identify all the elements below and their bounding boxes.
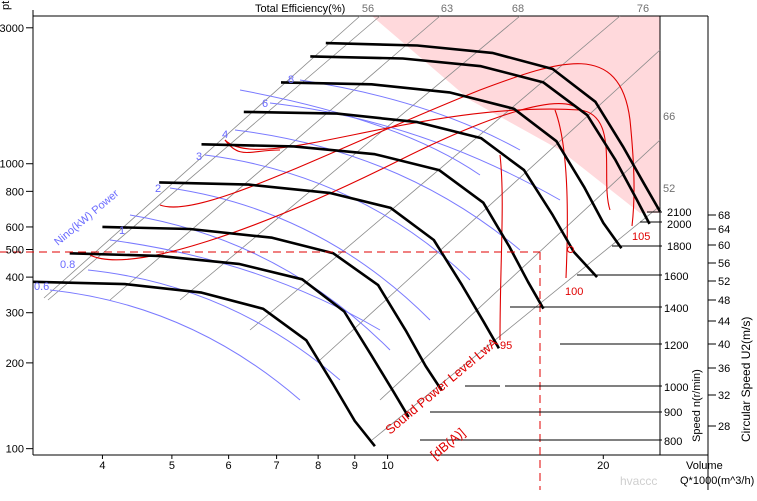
power-labels: 8 6 4 3 2 1 0.8 0.6 xyxy=(34,74,294,293)
circular-speed-label: 48 xyxy=(718,295,730,307)
chart-title: Total Efficiency(%) xyxy=(255,3,345,15)
x-tick-label: 4 xyxy=(99,460,105,472)
sound-label: 105 xyxy=(632,231,650,243)
speed-curve-2000 xyxy=(310,55,651,225)
speed-label: 2100 xyxy=(667,207,691,219)
y-tick-label: 3000 xyxy=(0,23,24,35)
power-label: 3 xyxy=(196,151,202,163)
efficiency-label: 68 xyxy=(512,3,524,15)
speed-label: 1400 xyxy=(664,303,688,315)
speed-curve-900 xyxy=(69,252,410,418)
power-label: 2 xyxy=(155,183,161,195)
speed-label: 2000 xyxy=(667,219,691,231)
y-axis-ticks: 3000 1000 800 600 500 400 300 200 100 xyxy=(0,23,33,456)
speed-curve-800 xyxy=(32,280,376,448)
efficiency-labels: 56 63 68 76 66 52 xyxy=(362,3,675,195)
circular-speed-label: 36 xyxy=(718,363,730,375)
y-tick-label: 800 xyxy=(6,186,24,198)
speed-curves xyxy=(32,41,662,448)
x-tick-label: 7 xyxy=(274,460,280,472)
speed-label: 1800 xyxy=(667,241,691,253)
x-tick-label: 10 xyxy=(381,460,393,472)
power-axis-title: Nino(kW) Power xyxy=(52,187,121,248)
speed-label: 1000 xyxy=(664,382,688,394)
efficiency-label: 76 xyxy=(637,3,649,15)
speed-curve-1600 xyxy=(243,110,598,278)
circular-speed-label: 68 xyxy=(718,210,730,222)
x-tick-label: 6 xyxy=(226,460,232,472)
speed-label: 1200 xyxy=(664,340,688,352)
circular-speed-label: 40 xyxy=(718,339,730,351)
watermark: hvaccc xyxy=(620,474,657,488)
speed-curve-1000 xyxy=(102,225,443,392)
sound-axis-unit: [dB(A)] xyxy=(427,425,468,463)
efficiency-zone xyxy=(372,16,660,213)
power-label: 0.6 xyxy=(34,281,49,293)
speed-label: 1600 xyxy=(664,271,688,283)
circular-speed-label: 28 xyxy=(718,421,730,433)
y-tick-label: 200 xyxy=(6,358,24,370)
speed-curve-1400 xyxy=(201,143,545,310)
speed-curve-1800 xyxy=(280,81,623,250)
x-tick-label: 5 xyxy=(169,460,175,472)
x-tick-label: 8 xyxy=(315,460,321,472)
x-axis-title-line1: Volume xyxy=(686,460,723,472)
sound-label: 95 xyxy=(500,340,512,352)
circular-speed-label: 32 xyxy=(718,390,730,402)
sound-label: 100 xyxy=(565,286,583,298)
circular-speed-label: 60 xyxy=(718,240,730,252)
power-label: 4 xyxy=(222,129,228,141)
y-tick-label: 100 xyxy=(6,444,24,456)
power-label: 6 xyxy=(262,98,268,110)
circular-speed-label: 52 xyxy=(718,276,730,288)
y-tick-label: 600 xyxy=(6,222,24,234)
y-tick-label: 400 xyxy=(6,272,24,284)
speed-axis-title: Speed n(r/min) xyxy=(691,369,703,442)
x-tick-label: 9 xyxy=(352,460,358,472)
speed-grid-lines xyxy=(43,15,661,441)
x-axis-ticks: 4 5 6 7 8 9 10 20 xyxy=(99,455,609,472)
y-tick-label: 500 xyxy=(6,245,24,257)
power-label: 0.8 xyxy=(60,259,75,271)
efficiency-label: 56 xyxy=(362,3,374,15)
efficiency-label: 52 xyxy=(663,183,675,195)
x-tick-label: 20 xyxy=(597,460,609,472)
power-label: 1 xyxy=(119,225,125,237)
circular-speed-label: 56 xyxy=(718,258,730,270)
y-axis-title: pt xyxy=(0,1,12,10)
efficiency-label: 63 xyxy=(441,3,453,15)
operating-point-marker xyxy=(567,246,575,254)
speed-label: 900 xyxy=(664,407,682,419)
power-curves xyxy=(49,79,561,401)
speed-label: 800 xyxy=(664,436,682,448)
speed-curve-2100 xyxy=(325,41,662,213)
x-axis-title-line2: Q*1000(m^3/h) xyxy=(680,475,754,487)
circular-speed-axis-title: Circular Speed U2(m/s) xyxy=(739,317,753,442)
circular-speed-scale: 68 64 60 56 52 48 44 40 36 32 28 xyxy=(708,210,730,433)
speed-curve-1200 xyxy=(159,181,501,349)
efficiency-label: 66 xyxy=(663,111,675,123)
y-tick-label: 1000 xyxy=(0,159,24,171)
circular-speed-label: 44 xyxy=(718,316,730,328)
sound-labels: 95 100 105 xyxy=(500,231,650,352)
circular-speed-label: 64 xyxy=(718,224,730,236)
speed-label-connectors xyxy=(420,211,662,441)
y-tick-label: 300 xyxy=(6,308,24,320)
power-label: 8 xyxy=(288,74,294,86)
